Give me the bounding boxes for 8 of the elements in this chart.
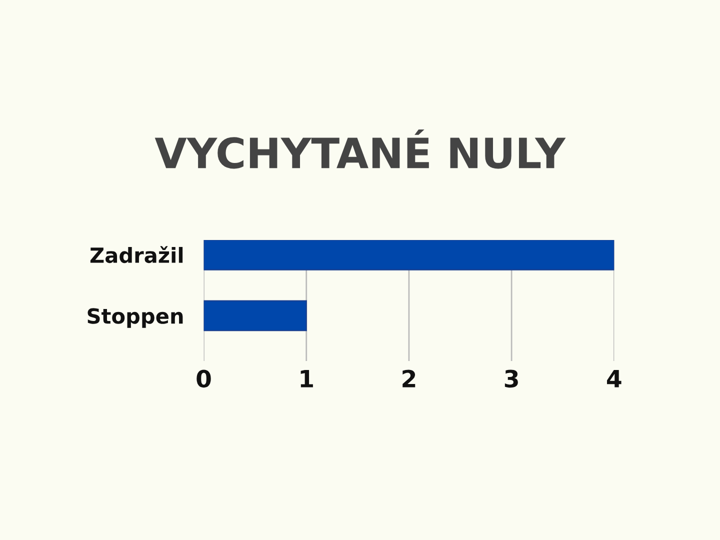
x-tick-label: 4: [607, 370, 622, 388]
y-tick-label: Zadražil: [90, 246, 183, 264]
x-tick-label: 0: [196, 370, 211, 388]
x-tick-label: 1: [300, 370, 313, 388]
x-tick-label: 2: [402, 370, 416, 388]
y-tick-label: Stoppen: [88, 308, 183, 328]
chart-title: VYCHYTANÉ NULY: [154, 130, 566, 169]
x-tick-label: 3: [504, 370, 518, 388]
